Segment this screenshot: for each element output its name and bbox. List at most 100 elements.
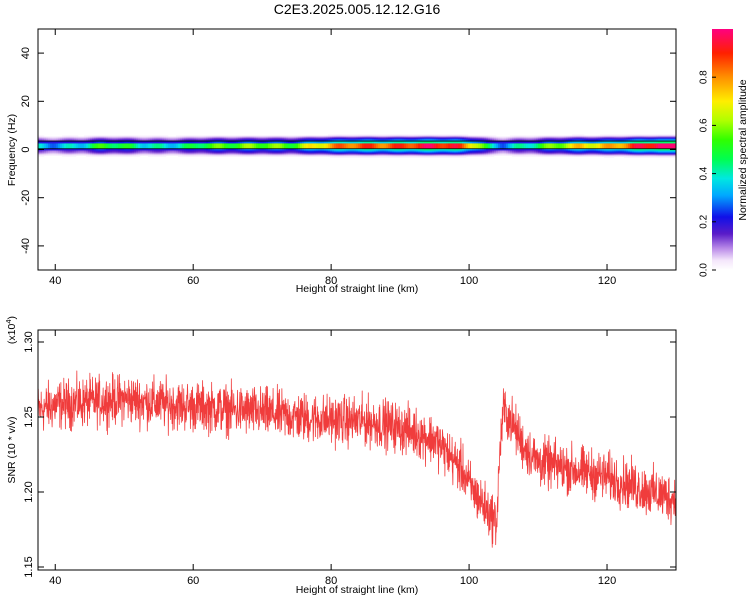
spectrogram-cell	[302, 149, 305, 151]
spectrogram-cell	[476, 139, 479, 141]
spectrogram-cell	[320, 154, 323, 156]
spectrogram-cell	[392, 143, 395, 145]
spectrogram-cell	[110, 152, 113, 154]
spectrogram-cell	[178, 137, 181, 139]
spectrogram-cell	[86, 137, 89, 139]
spectrogram-cell	[504, 144, 507, 146]
spectrogram-cell	[146, 145, 149, 147]
spectrogram-cell	[352, 138, 355, 140]
spectrogram-cell	[316, 142, 319, 144]
spectrogram-cell	[200, 143, 203, 145]
spectrogram-cell	[238, 137, 241, 139]
spectrogram-cell	[274, 144, 277, 146]
spectrogram-cell	[386, 136, 389, 138]
spectrogram-cell	[396, 151, 399, 153]
spectrogram-cell	[496, 153, 499, 155]
spectrogram-cell	[300, 144, 303, 146]
spectrogram-cell	[274, 137, 277, 139]
spectrogram-cell	[96, 144, 99, 146]
spectrogram-cell	[184, 153, 187, 155]
spectrogram-cell	[112, 149, 115, 151]
spectrogram-cell	[208, 142, 211, 144]
spectrogram-cell	[484, 145, 487, 147]
spectrogram-cell	[200, 150, 203, 152]
spectrogram-cell	[362, 143, 365, 145]
spectrogram-cell	[98, 147, 101, 149]
spectrogram-cell	[106, 150, 109, 152]
spectrogram-cell	[42, 151, 45, 153]
spectrogram-cell	[502, 152, 505, 154]
spectrogram-cell	[244, 136, 247, 138]
spectrogram-cell	[396, 149, 399, 151]
spectrogram-cell	[136, 147, 139, 149]
spectrogram-cell	[334, 146, 337, 148]
spectrogram-cell	[438, 152, 441, 154]
spectrogram-cell	[278, 138, 281, 140]
spectrogram-cell	[426, 147, 429, 149]
spectrogram-cell	[248, 150, 251, 152]
spectrogram-cell	[346, 141, 349, 143]
spectrogram-cell	[408, 144, 411, 146]
spectrogram-cell	[304, 155, 307, 157]
spectrogram-cell	[212, 135, 215, 137]
spectrogram-cell	[492, 152, 495, 154]
spectrogram-cell	[172, 153, 175, 155]
spectrogram-cell	[384, 142, 387, 144]
spectrogram-cell	[68, 154, 71, 156]
spectrogram-cell	[308, 145, 311, 147]
spectrogram-cell	[406, 139, 409, 141]
spectrogram-cell	[414, 144, 417, 146]
spectrogram-cell	[236, 137, 239, 139]
spectrogram-cell	[210, 138, 213, 140]
spectrogram-cell	[188, 151, 191, 153]
spectrogram-cell	[184, 155, 187, 157]
spectrogram-cell	[62, 145, 65, 147]
spectrogram-cell	[180, 145, 183, 147]
spectrogram-cell	[114, 136, 117, 138]
spectrogram-cell	[404, 139, 407, 141]
spectrogram-cell	[58, 149, 61, 151]
spectrogram-cell	[400, 153, 403, 155]
spectrogram-cell	[196, 155, 199, 157]
spectrogram-cell	[330, 136, 333, 138]
spectrogram-cell	[246, 150, 249, 152]
spectrogram-cell	[342, 151, 345, 153]
spectrogram-cell	[434, 150, 437, 152]
spectrogram-cell	[358, 153, 361, 155]
spectrogram-cell	[172, 150, 175, 152]
spectrogram-cell	[492, 145, 495, 147]
spectrogram-cell	[218, 150, 221, 152]
spectrogram-cell	[420, 156, 423, 158]
spectrogram-cell	[190, 146, 193, 148]
spectrogram-cell	[386, 137, 389, 139]
spectrogram-cell	[454, 151, 457, 153]
spectrogram-cell	[44, 136, 47, 138]
spectrogram-cell	[132, 135, 135, 137]
spectrogram-cell	[304, 135, 307, 137]
spectrogram-cell	[322, 137, 325, 139]
spectrogram-cell	[426, 135, 429, 137]
spectrogram-cell	[272, 146, 275, 148]
spectrogram-cell	[48, 154, 51, 156]
spectrogram-cell	[278, 147, 281, 149]
spectrogram-cell	[162, 146, 165, 148]
spectrogram-cell	[416, 155, 419, 157]
spectrogram-cell	[280, 139, 283, 141]
spectrogram-cell	[348, 145, 351, 147]
spectrogram-cell	[484, 135, 487, 137]
spectrogram-cell	[398, 144, 401, 146]
spectrogram-cell	[388, 149, 391, 151]
spectrogram-cell	[392, 139, 395, 141]
spectrogram-cell	[132, 146, 135, 148]
spectrogram-cell	[374, 156, 377, 158]
spectrogram-cell	[350, 138, 353, 140]
spectrogram-cell	[450, 152, 453, 154]
spectrogram-cell	[46, 142, 49, 144]
spectrogram-cell	[452, 138, 455, 140]
spectrogram-cell	[170, 144, 173, 146]
spectrogram-cell	[332, 152, 335, 154]
spectrogram-cell	[460, 150, 463, 152]
spectrogram-cell	[302, 147, 305, 149]
spectrogram-cell	[106, 153, 109, 155]
spectrogram-cell	[236, 155, 239, 157]
